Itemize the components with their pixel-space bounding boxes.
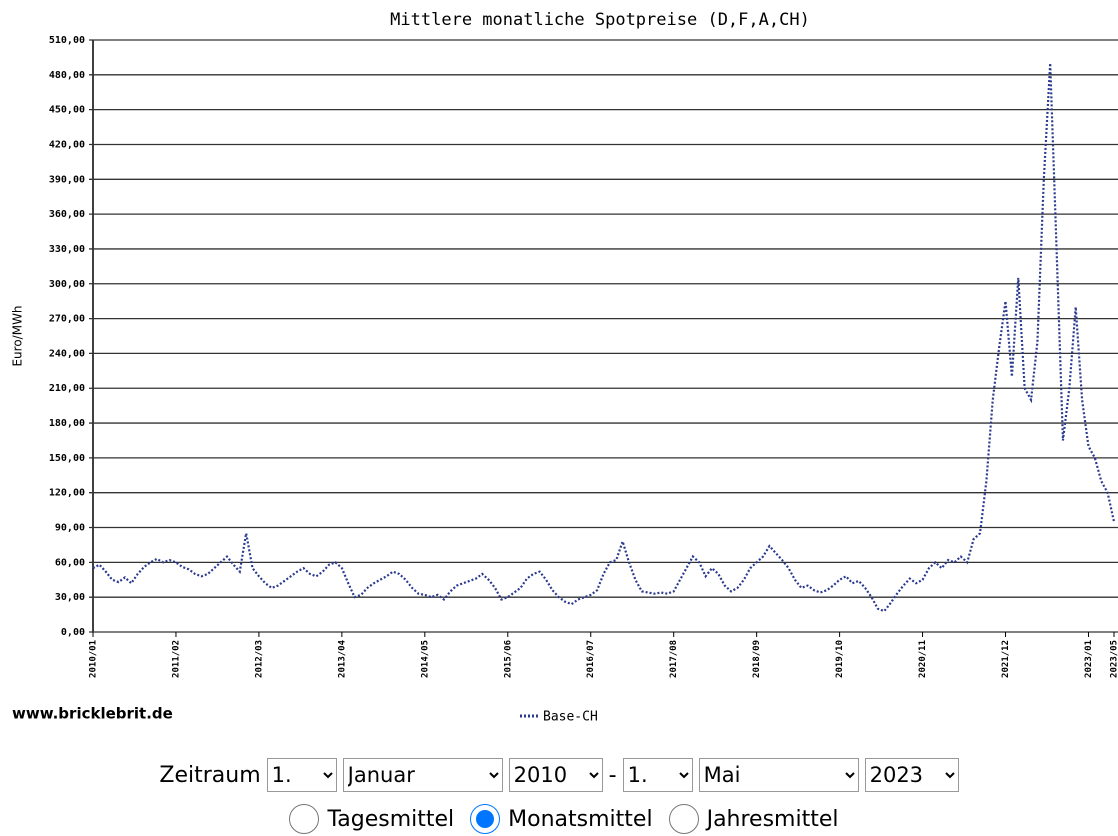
x-tick-label: 2020/11 xyxy=(918,640,928,678)
data-line xyxy=(92,63,1116,613)
mode-label[interactable]: Monatsmittel xyxy=(508,806,653,832)
to-year[interactable]: 2023 xyxy=(864,758,959,792)
chart-title: Mittlere monatliche Spotpreise (D,F,A,CH… xyxy=(390,10,810,30)
x-tick-label: 2011/02 xyxy=(171,640,181,678)
y-tick-label: 510,00 xyxy=(49,35,85,46)
from-day[interactable]: 1. xyxy=(266,758,337,792)
x-tick-label: 2023/05 xyxy=(1110,640,1118,678)
y-tick-label: 240,00 xyxy=(49,348,85,359)
y-tick-label: 60,00 xyxy=(55,557,85,568)
y-tick-label: 30,00 xyxy=(55,592,85,603)
legend-label: Base-CH xyxy=(543,710,598,725)
chart: Mittlere monatliche Spotpreise (D,F,A,CH… xyxy=(11,10,1118,725)
y-tick-label: 330,00 xyxy=(49,244,85,255)
period-label: Zeitraum xyxy=(159,762,261,788)
y-tick-label: 450,00 xyxy=(49,105,85,116)
x-tick-label: 2016/07 xyxy=(586,640,596,678)
separator: - xyxy=(608,762,617,788)
y-tick-label: 480,00 xyxy=(49,70,85,81)
y-tick-label: 270,00 xyxy=(49,314,85,325)
to-month[interactable]: Mai xyxy=(698,758,859,792)
y-tick-label: 390,00 xyxy=(49,174,85,185)
period-row: Zeitraum 1. Januar 2010 - 1. Mai 2023 xyxy=(0,758,1118,792)
x-tick-label: 2019/10 xyxy=(835,640,845,678)
from-year[interactable]: 2010 xyxy=(508,758,603,792)
mode-label[interactable]: Jahresmittel xyxy=(706,806,839,832)
from-month[interactable]: Januar xyxy=(342,758,503,792)
mode-row: Tagesmittel Monatsmittel Jahresmittel xyxy=(0,804,1118,834)
y-tick-label: 300,00 xyxy=(49,279,85,290)
x-tick-label: 2014/05 xyxy=(420,640,430,678)
mode-label[interactable]: Tagesmittel xyxy=(327,806,455,832)
mode-radio[interactable] xyxy=(470,804,501,834)
y-axis-label: Euro/MWh xyxy=(11,305,25,366)
y-tick-label: 150,00 xyxy=(49,453,85,464)
x-tick-label: 2013/04 xyxy=(337,639,347,678)
mode-radio[interactable] xyxy=(289,804,320,834)
x-tick-label: 2021/12 xyxy=(1001,640,1011,678)
source: www.bricklebrit.de xyxy=(12,705,173,723)
to-day[interactable]: 1. xyxy=(622,758,693,792)
x-tick-label: 2018/09 xyxy=(752,640,762,678)
x-tick-label: 2023/01 xyxy=(1084,640,1094,678)
y-tick-label: 120,00 xyxy=(49,488,85,499)
y-tick-label: 210,00 xyxy=(49,383,85,394)
y-tick-label: 0,00 xyxy=(61,627,85,638)
y-tick-label: 420,00 xyxy=(49,139,85,150)
x-tick-label: 2015/06 xyxy=(503,640,513,678)
y-tick-label: 180,00 xyxy=(49,418,85,429)
x-tick-label: 2017/08 xyxy=(669,640,679,678)
mode-radio[interactable] xyxy=(668,804,699,834)
y-tick-label: 360,00 xyxy=(49,209,85,220)
x-tick-label: 2012/03 xyxy=(254,640,264,678)
y-tick-label: 90,00 xyxy=(55,523,85,534)
x-tick-label: 2010/01 xyxy=(89,640,99,678)
